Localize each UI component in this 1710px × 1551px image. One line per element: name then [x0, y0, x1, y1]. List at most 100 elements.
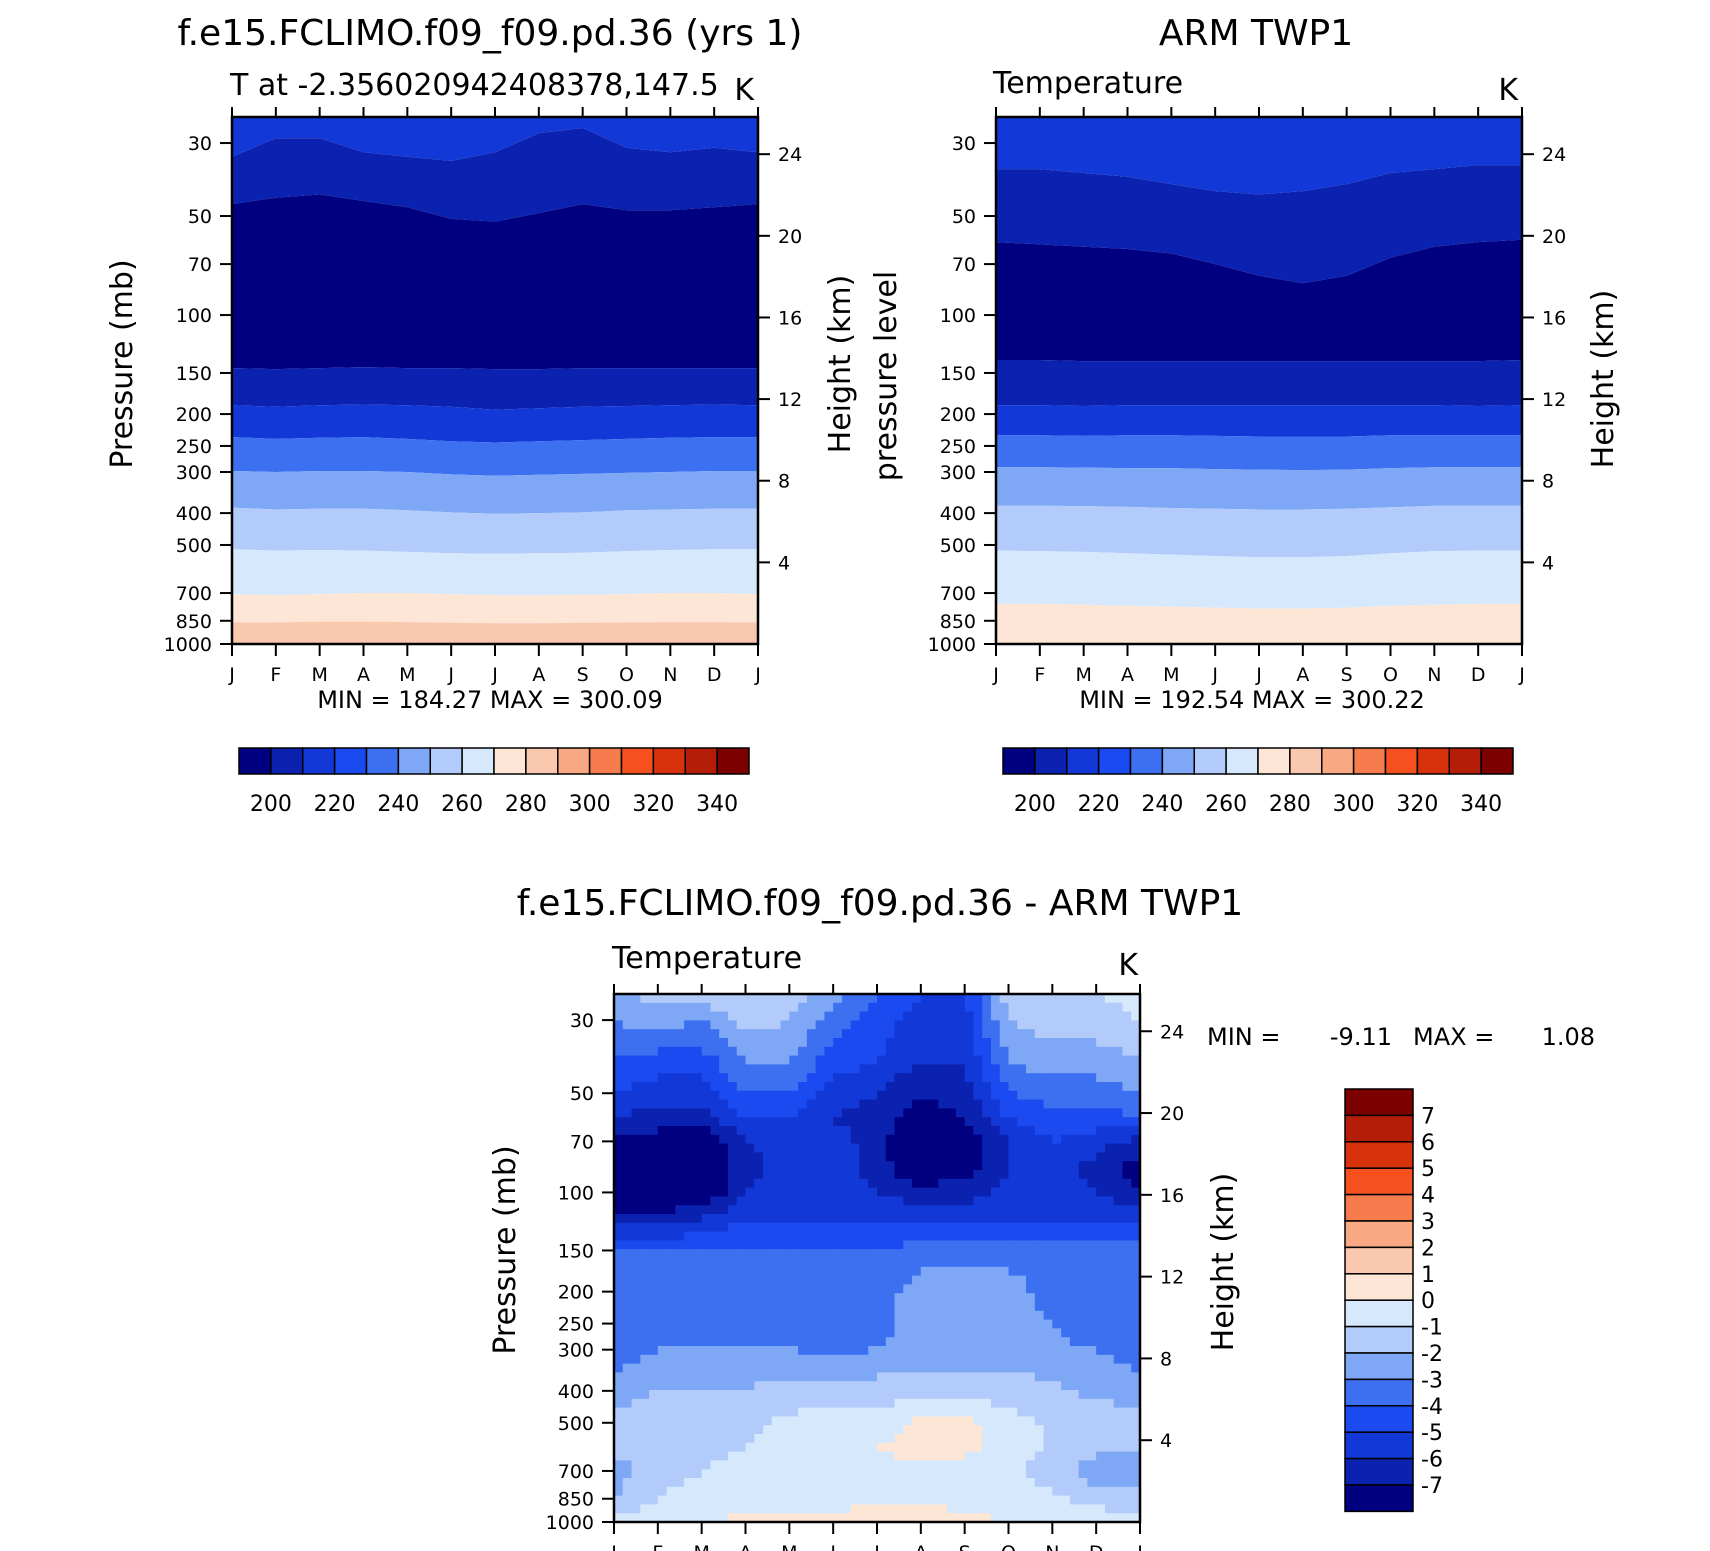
contour-cell: [982, 1319, 992, 1329]
contour-cell: [1043, 994, 1053, 1004]
contour-cell: [789, 1495, 799, 1505]
contour-cell: [947, 1187, 957, 1197]
contour-cell: [1096, 1319, 1106, 1329]
contour-cell: [806, 1504, 817, 1514]
colorbar-cell: [525, 747, 559, 775]
contour-cell: [789, 1354, 799, 1365]
contour-cell: [912, 1425, 922, 1435]
contour-cell: [999, 1143, 1010, 1153]
contour-cell: [675, 1134, 685, 1145]
contour-cell: [912, 1064, 922, 1074]
contour-cell: [833, 1187, 843, 1197]
contour-cell: [955, 1407, 966, 1417]
contour-cell: [1017, 1310, 1027, 1321]
contour-cell: [640, 1152, 650, 1162]
contour-cell: [1078, 1407, 1088, 1417]
contour-cell: [1052, 1478, 1062, 1488]
contour-cell: [719, 1134, 729, 1145]
contour-cell: [1061, 1293, 1071, 1303]
contour-cell: [1122, 1143, 1132, 1153]
colorbar-label: 260: [1205, 792, 1247, 817]
contour-cell: [815, 1266, 825, 1277]
contour-cell: [736, 1240, 747, 1250]
contour-cell: [1069, 1152, 1080, 1162]
contour-cell: [657, 1240, 668, 1250]
contour-cell: [745, 1398, 755, 1409]
contour-cell: [815, 1363, 825, 1373]
contour-cell: [640, 1451, 650, 1461]
contour-cell: [973, 1170, 983, 1180]
contour-cell: [877, 1460, 887, 1470]
contour-cell: [1017, 1337, 1027, 1347]
contour-cell: [868, 1231, 878, 1241]
contour-cell: [684, 1275, 694, 1285]
contour-cell: [868, 1029, 878, 1039]
y-tick-label: 1000: [164, 634, 212, 656]
contour-cell: [1078, 1011, 1088, 1021]
contour-cell: [614, 1002, 624, 1013]
contour-band: [232, 437, 758, 476]
contour-cell: [903, 1258, 913, 1268]
contour-cell: [859, 1073, 869, 1083]
contour-cell: [1096, 1372, 1106, 1382]
contour-cell: [877, 1390, 887, 1400]
contour-cell: [885, 1302, 896, 1312]
contour-cell: [1034, 1486, 1045, 1497]
contour-cell: [745, 1099, 755, 1109]
contour-cell: [780, 1354, 790, 1365]
contour-cell: [885, 1055, 896, 1065]
contour-cell: [1052, 1205, 1062, 1215]
contour-cell: [614, 1090, 624, 1101]
contour-cell: [920, 1310, 931, 1321]
contour-cell: [868, 1126, 878, 1136]
contour-cell: [684, 1082, 694, 1092]
contour-cell: [1026, 1249, 1036, 1259]
contour-cell: [798, 1442, 808, 1453]
contour-cell: [850, 1407, 861, 1417]
contour-cell: [824, 1178, 834, 1189]
contour-cell: [815, 1390, 825, 1400]
contour-cell: [1043, 1143, 1053, 1153]
contour-cell: [657, 1134, 668, 1145]
contour-cell: [833, 1134, 843, 1145]
contour-cell: [701, 1486, 712, 1497]
contour-cell: [666, 1143, 676, 1153]
contour-cell: [736, 1319, 747, 1329]
contour-cell: [868, 1275, 878, 1285]
contour-cell: [833, 1319, 843, 1329]
colorbar-cell: [1066, 747, 1100, 775]
contour-cell: [938, 1398, 948, 1409]
contour-cell: [1061, 1451, 1071, 1461]
contour-cell: [710, 1363, 720, 1373]
contour-cell: [1078, 1029, 1088, 1039]
contour-cell: [841, 1416, 852, 1426]
contour-cell: [1087, 1029, 1097, 1039]
contour-cell: [894, 1240, 904, 1250]
contour-cell: [631, 1046, 641, 1057]
contour-cell: [701, 1126, 712, 1136]
contour-cell: [999, 1178, 1010, 1189]
contour-cell: [1131, 1214, 1141, 1224]
contour-cell: [877, 1328, 887, 1338]
contour-cell: [885, 1478, 896, 1488]
contour-cell: [719, 1126, 729, 1136]
contour-cell: [622, 1434, 633, 1444]
contour-cell: [1096, 1363, 1106, 1373]
contour-cell: [947, 1134, 957, 1145]
contour-cell: [614, 1020, 624, 1030]
contour-cell: [727, 1196, 738, 1206]
contour-cell: [912, 1478, 922, 1488]
contour-cell: [912, 1240, 922, 1250]
contour-cell: [982, 1073, 992, 1083]
contour-cell: [789, 1064, 799, 1074]
contour-cell: [920, 1126, 931, 1136]
contour-cell: [824, 1002, 834, 1013]
contour-cell: [912, 1469, 922, 1479]
contour-cell: [947, 1002, 957, 1013]
contour-cell: [982, 1196, 992, 1206]
contour-cell: [745, 1064, 755, 1074]
contour-cell: [745, 1425, 755, 1435]
contour-cell: [666, 1134, 676, 1145]
y2-tick-label: 8: [1160, 1348, 1172, 1370]
contour-cell: [763, 1363, 773, 1373]
